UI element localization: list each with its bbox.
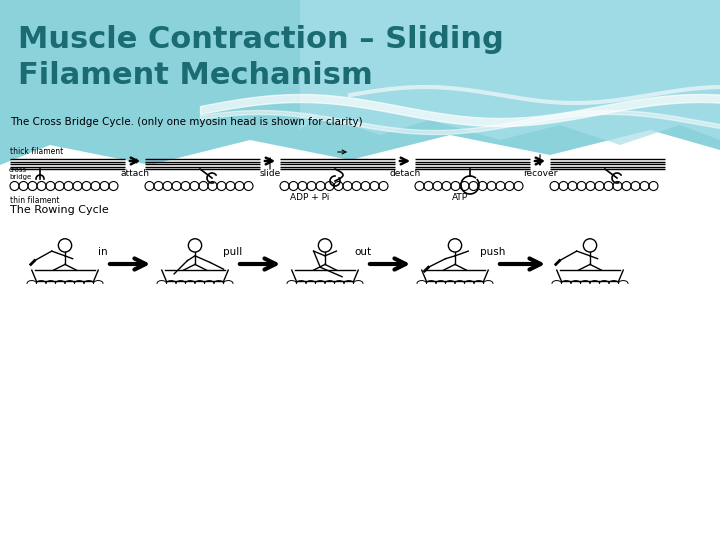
Polygon shape	[300, 0, 720, 145]
Text: in: in	[98, 247, 108, 257]
Text: ATP: ATP	[452, 193, 468, 202]
Text: slide: slide	[259, 169, 281, 178]
Text: Filament Mechanism: Filament Mechanism	[18, 60, 373, 90]
Text: out: out	[354, 247, 372, 257]
Text: attach: attach	[120, 169, 150, 178]
Text: push: push	[480, 247, 505, 257]
Text: ADP + Pi: ADP + Pi	[290, 193, 330, 202]
Text: thin filament: thin filament	[10, 196, 60, 205]
Text: cross
bridge: cross bridge	[9, 167, 31, 180]
Text: Muscle Contraction – Sliding: Muscle Contraction – Sliding	[18, 25, 504, 55]
Text: thick filament: thick filament	[10, 147, 63, 156]
Text: pull: pull	[223, 247, 243, 257]
Text: The Cross Bridge Cycle. (only one myosin head is shown for clarity): The Cross Bridge Cycle. (only one myosin…	[10, 117, 363, 127]
Text: detach: detach	[390, 169, 420, 178]
Polygon shape	[0, 0, 720, 165]
Text: recover: recover	[523, 169, 557, 178]
Text: The Rowing Cycle: The Rowing Cycle	[10, 205, 109, 215]
